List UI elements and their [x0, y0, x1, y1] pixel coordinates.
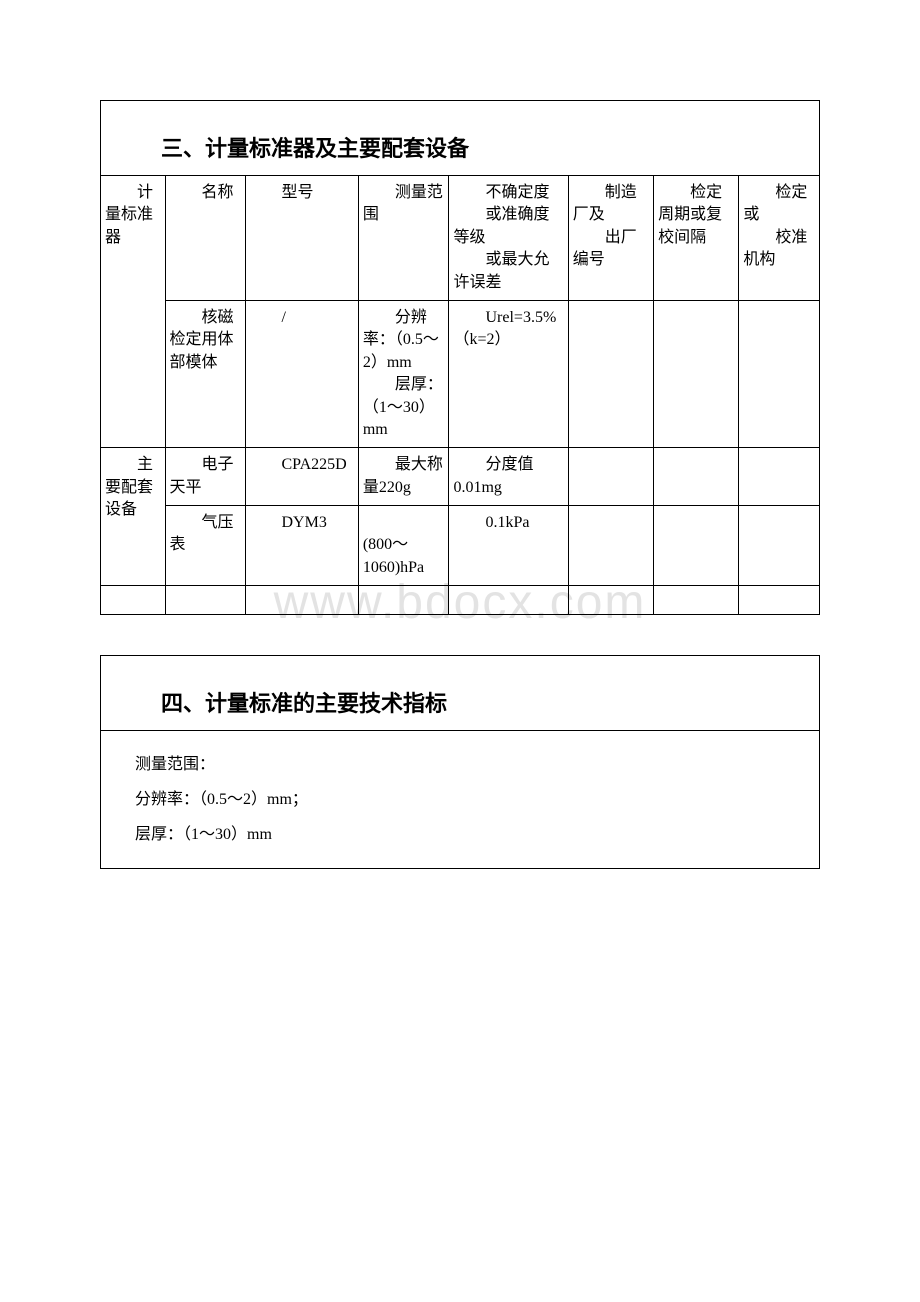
table-row: 主要配套设备 电子天平 CPA225D 最大称量220g 分度值0.01mg: [101, 448, 819, 506]
cell-range-2: 最大称量220g: [358, 448, 449, 506]
cell-mfr-3: [568, 506, 653, 586]
header-uncertainty-l2: 或准确度等级: [453, 204, 563, 249]
empty-cell: [449, 586, 568, 614]
header-institution: 检定或 校准机构: [739, 176, 819, 301]
cell-model-2: CPA225D: [245, 448, 358, 506]
cell-period-2: [654, 448, 739, 506]
empty-cell: [245, 586, 358, 614]
header-mfr-l1: 制造厂及: [573, 182, 649, 227]
cell-range-1a: 分辨率：（0.5～2）mm: [363, 307, 445, 374]
spec-line-3: 层厚：（1～30）mm: [135, 817, 785, 852]
cell-uncert-2: 分度值0.01mg: [449, 448, 568, 506]
section4-content-cell: 测量范围： 分辨率：（0.5～2）mm； 层厚：（1～30）mm: [101, 730, 819, 868]
section4-content: 测量范围： 分辨率：（0.5～2）mm； 层厚：（1～30）mm: [105, 737, 815, 863]
cell-name-2: 电子天平: [165, 448, 245, 506]
spec-line-2: 分辨率：（0.5～2）mm；: [135, 782, 785, 817]
section3-container: 三、计量标准器及主要配套设备 计量标准器 名称 型号 测量范围 不确定度 或准确…: [100, 100, 820, 615]
empty-cell: [654, 586, 739, 614]
cell-mfr-1: [568, 300, 653, 447]
cell-model-3: DYM3: [245, 506, 358, 586]
spec-line-1: 测量范围：: [135, 747, 785, 782]
cell-period-1: [654, 300, 739, 447]
header-uncertainty-l3: 或最大允许误差: [453, 249, 563, 294]
table-row: 核磁检定用体部模体 / 分辨率：（0.5～2）mm 层厚：（1～30）mm Ur…: [101, 300, 819, 447]
section4-container: 四、计量标准的主要技术指标 测量范围： 分辨率：（0.5～2）mm； 层厚：（1…: [100, 655, 820, 870]
cell-period-3: [654, 506, 739, 586]
cell-range-1: 分辨率：（0.5～2）mm 层厚：（1～30）mm: [358, 300, 449, 447]
header-inst-l2: 校准机构: [743, 227, 815, 272]
header-uncertainty: 不确定度 或准确度等级 或最大允许误差: [449, 176, 568, 301]
header-uncertainty-l1: 不确定度: [453, 182, 563, 204]
cell-uncert-1: Urel=3.5%（k=2）: [449, 300, 568, 447]
category-cell-1: 计量标准器: [101, 176, 165, 448]
section3-title: 三、计量标准器及主要配套设备: [101, 101, 819, 175]
section4-table: 测量范围： 分辨率：（0.5～2）mm； 层厚：（1～30）mm: [101, 730, 819, 869]
cell-range-3-text: (800～1060)hPa: [363, 536, 424, 575]
empty-cell: [568, 586, 653, 614]
cell-inst-2: [739, 448, 819, 506]
cell-model-1: /: [245, 300, 358, 447]
equipment-table: 计量标准器 名称 型号 测量范围 不确定度 或准确度等级 或最大允许误差 制造厂…: [101, 175, 819, 614]
empty-cell: [165, 586, 245, 614]
cell-inst-3: [739, 506, 819, 586]
category-cell-2: 主要配套设备: [101, 448, 165, 586]
cell-name-1: 核磁检定用体部模体: [165, 300, 245, 447]
table-row: 气压表 DYM3 (800～1060)hPa 0.1kPa: [101, 506, 819, 586]
section4-title: 四、计量标准的主要技术指标: [101, 656, 819, 730]
header-mfr-l2: 出厂编号: [573, 227, 649, 272]
header-model: 型号: [245, 176, 358, 301]
cell-range-3: (800～1060)hPa: [358, 506, 449, 586]
header-manufacturer: 制造厂及 出厂编号: [568, 176, 653, 301]
cell-range-1b: 层厚：（1～30）mm: [363, 374, 445, 441]
table-header-row: 计量标准器 名称 型号 测量范围 不确定度 或准确度等级 或最大允许误差 制造厂…: [101, 176, 819, 301]
empty-cell: [358, 586, 449, 614]
table-empty-row: [101, 586, 819, 614]
cell-mfr-2: [568, 448, 653, 506]
cell-uncert-3: 0.1kPa: [449, 506, 568, 586]
cell-name-3: 气压表: [165, 506, 245, 586]
empty-cell: [739, 586, 819, 614]
header-range: 测量范围: [358, 176, 449, 301]
header-inst-l1: 检定或: [743, 182, 815, 227]
header-name: 名称: [165, 176, 245, 301]
section4-row: 测量范围： 分辨率：（0.5～2）mm； 层厚：（1～30）mm: [101, 730, 819, 868]
empty-cell: [101, 586, 165, 614]
cell-inst-1: [739, 300, 819, 447]
header-period: 检定周期或复校间隔: [654, 176, 739, 301]
